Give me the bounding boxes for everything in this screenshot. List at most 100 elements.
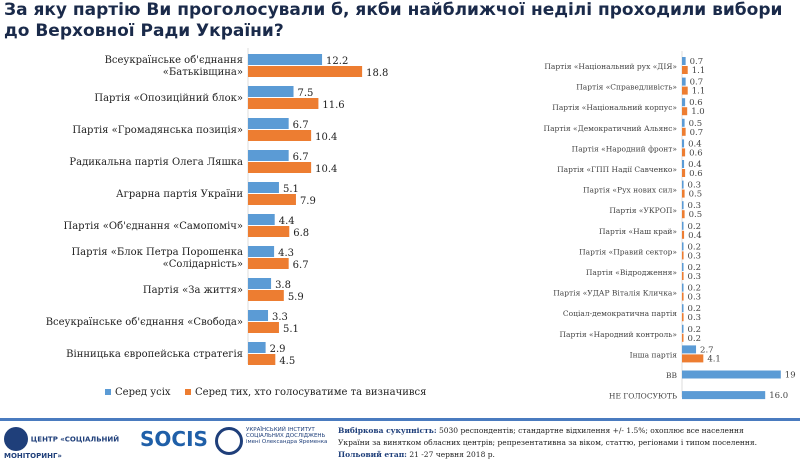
data-label: 0.5 <box>689 210 703 220</box>
data-label: 0.7 <box>690 78 704 88</box>
category-label: «Солідарність» <box>163 259 243 270</box>
data-label: 0.2 <box>688 304 702 314</box>
bar-voters <box>682 148 686 157</box>
data-label: 7.5 <box>298 88 314 99</box>
category-label: НЕ ГОЛОСУЮТЬ <box>609 392 677 401</box>
data-label: 12.2 <box>326 56 348 67</box>
bar-all <box>682 242 684 251</box>
category-label: Партія «Опозиційний блок» <box>94 93 243 104</box>
data-label: 0.7 <box>690 57 704 67</box>
bar-all <box>248 182 279 193</box>
bar-voters <box>682 86 688 95</box>
bar-voters <box>682 333 684 342</box>
logo-icon <box>4 427 28 451</box>
bar-all <box>682 118 685 127</box>
bar-all <box>682 370 781 379</box>
category-label: Партія «Національний рух «ДІЯ» <box>544 62 677 71</box>
sample-text: 5030 респондентів; стандартне відхилення… <box>438 426 744 435</box>
data-label: 18.8 <box>366 68 388 79</box>
data-label: 0.2 <box>688 222 702 232</box>
data-label: 0.6 <box>689 169 703 179</box>
data-label: 0.2 <box>688 284 702 294</box>
data-label: 5.1 <box>283 184 299 195</box>
category-label: Всеукраїнське об'єднання <box>105 55 243 66</box>
data-label: 0.3 <box>688 201 702 211</box>
bar-voters <box>248 130 312 141</box>
bar-all <box>682 263 684 271</box>
data-label: 4.1 <box>707 354 721 364</box>
bar-all <box>248 86 294 97</box>
logo1-text: ЦЕНТР «СОЦІАЛЬНИЙ МОНІТОРИНГ» <box>4 435 120 461</box>
bar-voters <box>682 189 685 198</box>
data-label: 0.2 <box>688 242 702 252</box>
logo-uisr: УКРАЇНСЬКИЙ ІНСТИТУТ СОЦІАЛЬНИХ ДОСЛІДЖЕ… <box>215 427 330 455</box>
category-label: «Батьківщина» <box>163 67 243 78</box>
data-label: 5.9 <box>288 292 304 303</box>
category-label: Партія «За життя» <box>143 285 243 296</box>
legend-swatch <box>185 389 191 395</box>
data-label: 0.4 <box>688 231 702 241</box>
category-label: Соціал-демократична партія <box>563 309 677 318</box>
bar-all <box>682 324 684 333</box>
category-label: Партія «Блок Петра Порошенка <box>71 247 243 258</box>
sample-label: Вибіркова сукупність: <box>338 426 437 435</box>
category-label: Партія «Рух нових сил» <box>583 186 677 195</box>
bar-all <box>248 150 289 161</box>
category-label: ВВ <box>666 371 678 380</box>
data-label: 0.2 <box>688 263 702 273</box>
bar-all <box>682 283 684 292</box>
data-label: 3.3 <box>272 312 288 323</box>
logo-uisr-icon <box>215 427 243 455</box>
data-label: 0.5 <box>689 190 703 200</box>
category-label: Партія «ГПП Надії Савченко» <box>557 165 677 174</box>
bar-voters <box>682 66 688 74</box>
title-line-1: За яку партію Ви проголосували б, якби н… <box>4 0 783 20</box>
data-label: 7.9 <box>300 196 316 207</box>
bar-all <box>248 118 289 129</box>
data-label: 6.7 <box>293 152 309 163</box>
legend-label: Серед тих, хто голосуватиме та визначивс… <box>195 387 426 398</box>
category-label: Вінницька європейська стратегія <box>66 349 243 360</box>
bar-all <box>248 278 272 289</box>
category-label: Аграрна партія України <box>116 189 243 200</box>
bar-voters <box>682 210 685 219</box>
category-label: Радикальна партія Олега Ляшка <box>69 157 243 168</box>
bar-voters <box>248 290 284 301</box>
bar-all <box>682 57 686 65</box>
data-label: 0.3 <box>688 313 702 323</box>
category-label: Партія «Наш край» <box>599 227 677 236</box>
data-label: 0.2 <box>688 325 702 335</box>
data-label: 0.5 <box>689 119 703 129</box>
field-label: Польовий етап: <box>338 450 407 459</box>
data-label: 0.3 <box>688 251 702 261</box>
data-label: 3.8 <box>275 280 291 291</box>
bar-voters <box>248 194 296 205</box>
category-label: Партія «Об'єднання «Самопоміч» <box>63 221 243 232</box>
logo-socis: SOCIS <box>140 427 208 451</box>
bar-all <box>682 221 684 230</box>
bar-all <box>248 54 323 65</box>
data-label: 1.1 <box>692 87 706 97</box>
data-label: 6.7 <box>293 120 309 131</box>
data-label: 0.2 <box>688 334 702 344</box>
data-label: 2.9 <box>270 344 286 355</box>
data-label: 10.4 <box>315 164 337 175</box>
data-label: 11.6 <box>322 100 344 111</box>
category-label: Партія «Відродження» <box>586 268 678 277</box>
bar-voters <box>682 313 684 322</box>
data-label: 2.7 <box>700 345 714 355</box>
bar-voters <box>248 162 312 173</box>
chart-title: За яку партію Ви проголосували б, якби н… <box>4 0 800 42</box>
bar-voters <box>248 226 290 237</box>
bar-voters <box>248 258 289 269</box>
bar-voters <box>682 169 686 177</box>
data-label: 10.4 <box>315 132 337 143</box>
data-label: 5.1 <box>283 324 299 335</box>
bar-charts: Всеукраїнське об'єднання«Батьківщина» 12.… <box>46 48 796 401</box>
bar-all <box>248 310 269 321</box>
bar-all <box>248 214 275 225</box>
bar-voters <box>248 354 276 365</box>
bar-all <box>682 180 684 189</box>
bar-all <box>682 160 685 168</box>
bar-voters <box>682 292 684 301</box>
